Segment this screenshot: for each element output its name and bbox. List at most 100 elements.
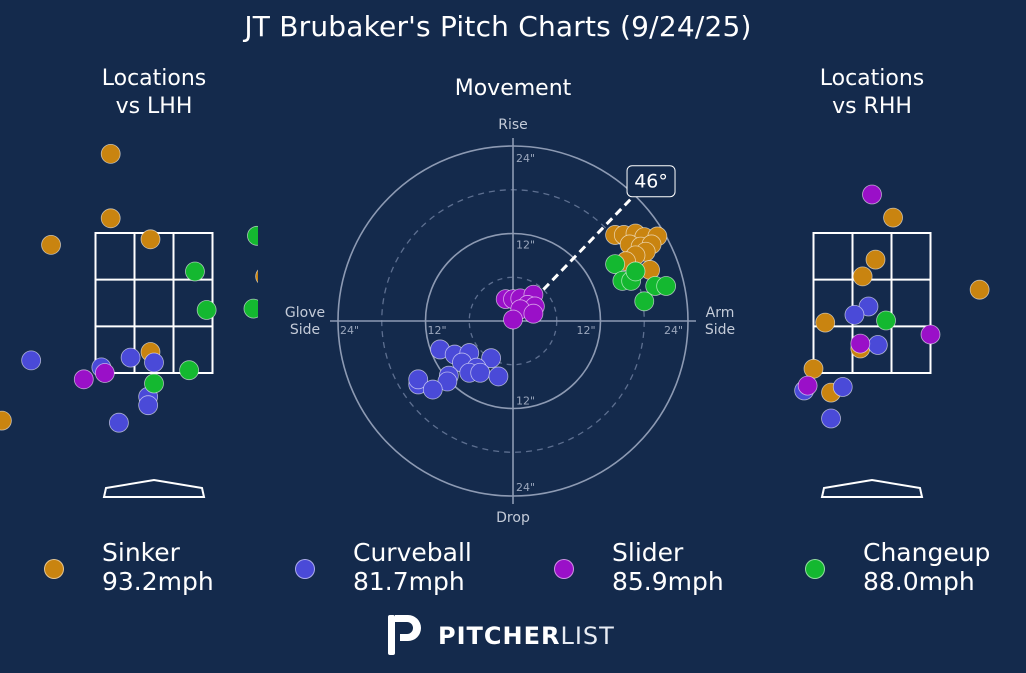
rhh-home-plate (820, 478, 924, 498)
panel-title-rhh-line2: vs RHH (832, 94, 912, 119)
legend-name-changeup: Changeup (863, 538, 991, 567)
movement-point-curveball (488, 366, 509, 387)
movement-point-curveball (408, 369, 429, 390)
rhh-point-sinker (734, 351, 753, 370)
axis-label-rise: Rise (498, 117, 528, 133)
rhh-point-slider (699, 255, 718, 274)
legend-speed-slider: 85.9mph (612, 567, 724, 596)
lhh-point-changeup (247, 225, 258, 246)
ring-label-left-24: 24" (340, 324, 359, 337)
panel-title-lhh-line1: Locations (101, 66, 207, 91)
movement-point-changeup (625, 261, 646, 282)
rhh-point-sinker (815, 312, 836, 333)
lhh-point-sinker (100, 208, 121, 229)
legend-dot-sinker (44, 559, 64, 579)
rhh-zone-outline (812, 232, 932, 374)
lhh-point-slider (259, 287, 278, 306)
lhh-point-curveball (138, 395, 159, 416)
legend-speed-curveball: 81.7mph (353, 567, 465, 596)
rhh-point-sinker (803, 358, 824, 379)
panel-title-lhh: Locations vs LHH (54, 65, 254, 121)
axis-label-drop: Drop (496, 510, 530, 526)
ring-label-right-24: 24" (664, 324, 683, 337)
legend-speed-sinker: 93.2mph (102, 567, 214, 596)
movement-point-changeup (656, 276, 677, 296)
rhh-point-slider (862, 184, 882, 205)
rhh-point-slider (797, 375, 818, 396)
rhh-point-slider (920, 324, 941, 345)
ring-label-left-12: 12" (428, 324, 447, 337)
rhh-point-slider (710, 361, 729, 380)
rhh-point-slider (593, 368, 612, 387)
legend-dot-slider (554, 559, 574, 579)
lhh-point-curveball (109, 412, 129, 433)
arm-angle-label: 46° (634, 171, 668, 193)
lhh-point-sinker (255, 269, 258, 284)
arm-angle-box (626, 165, 676, 198)
rhh-point-slider (687, 390, 706, 409)
lhh-point-changeup (185, 261, 205, 282)
rhh-point-changeup (876, 310, 896, 331)
movement-point-curveball (470, 362, 491, 383)
rhh-point-sinker (852, 266, 873, 287)
legend-name-slider: Slider (612, 538, 684, 567)
ring-label-top-24: 24" (516, 152, 535, 165)
movement-panel: 24"12"12"24"24" 12" 12" 24"RiseDropGloveSid… (285, 117, 735, 526)
panel-title-lhh-line2: vs LHH (115, 94, 193, 119)
rhh-point-sinker (969, 279, 990, 300)
legend-name-curveball: Curveball (353, 538, 472, 567)
movement-point-changeup (605, 254, 625, 275)
lhh-point-sinker (41, 234, 61, 255)
movement-point-curveball (481, 348, 502, 369)
lhh-point-changeup (243, 298, 258, 319)
ring-label-bottom-12: 12" (516, 395, 535, 408)
legend-speed-changeup: 88.0mph (863, 567, 975, 596)
axis-label-arm-line1: Arm (706, 305, 735, 321)
lhh-point-curveball (120, 347, 141, 368)
pitcherlist-p-logo-icon (388, 615, 421, 655)
pitcherlist-logo: PITCHERLIST (386, 612, 626, 658)
rhh-point-slider (593, 350, 612, 369)
movement-points (408, 223, 677, 400)
lhh-points (0, 143, 419, 433)
rhh-point-curveball (867, 335, 888, 355)
lhh-point-changeup (379, 328, 398, 347)
panel-title-rhh-line1: Locations (819, 66, 925, 91)
logo-wordmark: PITCHERLIST (438, 622, 615, 650)
arm-angle-line (542, 196, 634, 291)
lhh-point-sinker (140, 229, 161, 250)
rhh-points (593, 184, 990, 447)
lhh-point-changeup (144, 373, 164, 394)
axis-label-glove-line1: Glove (285, 305, 325, 321)
lhh-point-slider (73, 369, 94, 390)
lhh-point-curveball (21, 350, 42, 371)
lhh-point-sinker (0, 410, 12, 431)
rhh-point-sinker (710, 273, 729, 292)
rhh-point-curveball (832, 377, 853, 397)
lhh-home-plate (102, 478, 206, 498)
rhh-point-curveball (617, 428, 636, 447)
legend-dot-changeup (805, 559, 825, 579)
lhh-point-sinker (100, 143, 121, 164)
rhh-point-slider (658, 339, 677, 358)
rhh-point-slider (593, 403, 612, 422)
movement-point-slider (523, 303, 544, 324)
rhh-point-curveball (722, 354, 741, 373)
chart-title: JT Brubaker's Pitch Charts (9/24/25) (244, 10, 752, 43)
lhh-point-changeup (196, 300, 217, 320)
rhh-point-sinker (593, 312, 612, 331)
logo-text-list: LIST (560, 622, 615, 650)
legend-dot-curveball (295, 559, 315, 579)
rhh-point-curveball (611, 378, 630, 397)
locations-lhh-panel (0, 143, 419, 498)
movement-point-slider (503, 309, 523, 330)
lhh-point-changeup (179, 360, 200, 381)
panel-title-movement: Movement (454, 76, 572, 101)
axis-label-arm-line2: Side (705, 322, 735, 338)
lhh-point-curveball (302, 214, 321, 233)
locations-rhh-panel (593, 184, 990, 498)
rhh-point-curveball (844, 304, 865, 325)
ring-label-bottom-24: 24" (516, 481, 535, 494)
lhh-point-curveball (400, 285, 419, 304)
